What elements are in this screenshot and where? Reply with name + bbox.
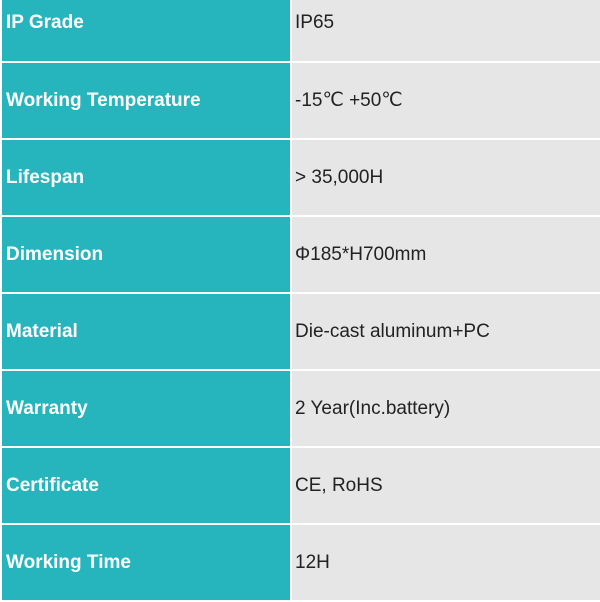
spec-label: Warranty: [2, 371, 292, 446]
spec-row-lifespan: Lifespan > 35,000H: [2, 140, 600, 217]
spec-value: Φ185*H700mm: [292, 217, 600, 292]
spec-label: Working Time: [2, 525, 292, 600]
spec-label: Dimension: [2, 217, 292, 292]
spec-value: 2 Year(Inc.battery): [292, 371, 600, 446]
spec-label: Certificate: [2, 448, 292, 523]
spec-value: Die-cast aluminum+PC: [292, 294, 600, 369]
spec-row-working-temperature: Working Temperature -15℃ +50℃: [2, 63, 600, 140]
spec-row-working-time: Working Time 12H: [2, 525, 600, 602]
spec-label: Lifespan: [2, 140, 292, 215]
spec-value: 12H: [292, 525, 600, 600]
spec-label: IP Grade: [2, 0, 292, 61]
spec-row-certificate: Certificate CE, RoHS: [2, 448, 600, 525]
spec-row-warranty: Warranty 2 Year(Inc.battery): [2, 371, 600, 448]
spec-row-ip-grade: IP Grade IP65: [2, 0, 600, 63]
spec-label: Material: [2, 294, 292, 369]
spec-row-dimension: Dimension Φ185*H700mm: [2, 217, 600, 294]
spec-value: -15℃ +50℃: [292, 63, 600, 138]
spec-value: > 35,000H: [292, 140, 600, 215]
spec-value: CE, RoHS: [292, 448, 600, 523]
spec-label: Working Temperature: [2, 63, 292, 138]
spec-value: IP65: [292, 0, 600, 61]
spec-row-material: Material Die-cast aluminum+PC: [2, 294, 600, 371]
